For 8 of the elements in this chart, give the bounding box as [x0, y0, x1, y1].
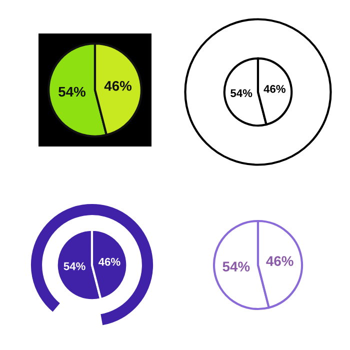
data-label: 54%: [64, 262, 86, 270]
data-label: 54%: [230, 89, 252, 98]
data-label: 54%: [58, 86, 86, 97]
data-label: 46%: [264, 85, 286, 93]
data-label: 46%: [98, 258, 120, 266]
data-label: 46%: [104, 80, 132, 91]
data-label: 54%: [222, 262, 250, 272]
data-label: 46%: [266, 256, 294, 266]
